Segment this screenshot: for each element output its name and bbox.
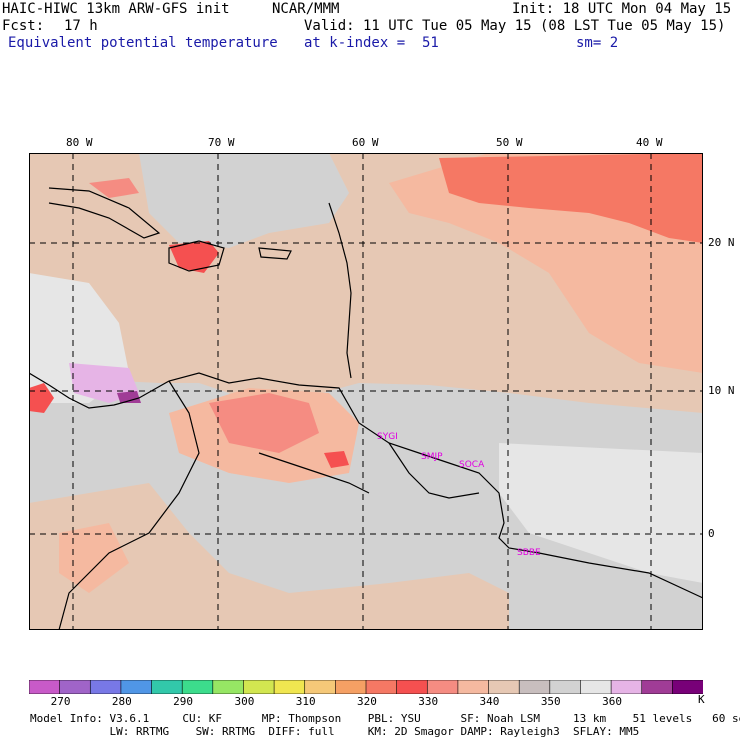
colorbar-swatch [59, 680, 92, 694]
colorbar-tick-label: 360 [602, 695, 622, 708]
colorbar-swatch [304, 680, 337, 694]
fcst-label: Fcst: [2, 18, 45, 34]
valid-time: Valid: 11 UTC Tue 05 May 15 (08 LST Tue … [304, 18, 726, 34]
init-time: Init: 18 UTC Mon 04 May 15 [512, 1, 732, 17]
theta-e-hispaniola-max [169, 241, 219, 273]
lon-label-70w: 70 W [208, 136, 235, 149]
lat-label-10n: 10 N [708, 384, 735, 397]
graticule [29, 153, 703, 630]
smooth-label: sm= 2 [576, 35, 619, 51]
lat-label-0: 0 [708, 527, 715, 540]
field-name: Equivalent potential temperature [8, 35, 278, 51]
colorbar-swatch [243, 680, 275, 694]
colorbar-swatch [365, 680, 398, 694]
colorbar-swatch [89, 680, 122, 694]
lon-label-60w: 60 W [352, 136, 379, 149]
center-label: NCAR/MMM [272, 1, 340, 17]
colorbar-tick-label: 300 [234, 695, 255, 708]
colorbar-swatch [396, 680, 429, 694]
level-label: at k-index = 51 [304, 35, 439, 51]
colorbar-swatch [457, 680, 490, 694]
colorbar-swatch [549, 680, 582, 694]
lon-label-80w: 80 W [66, 136, 93, 149]
theta-e-venezuela-core [209, 393, 319, 453]
colorbar-unit: K [698, 693, 705, 706]
coastlines [29, 187, 703, 630]
colorbar-tick-label: 330 [418, 695, 439, 708]
colorbar-swatch [641, 680, 674, 694]
colorbar-tick-label: 350 [540, 695, 561, 708]
theta-e-central-america-max [29, 383, 54, 413]
colorbar-tick-label: 310 [295, 695, 316, 708]
footer-physics-info: LW: RRTMG SW: RRTMG DIFF: full KM: 2D Sm… [30, 725, 640, 738]
colorbar-swatch [212, 680, 245, 694]
theta-e-350-region [139, 153, 349, 248]
theta-e-370-region [117, 391, 141, 405]
station-labels: SYGI SMJP SOCA SBBE [377, 432, 541, 558]
colorbar-swatch [273, 680, 306, 694]
map-frame [29, 153, 703, 630]
colorbar-swatch [488, 680, 520, 694]
colorbar-swatch [672, 680, 703, 694]
colorbar-tick-label: 340 [479, 695, 500, 708]
colorbar-swatch [151, 680, 183, 694]
theta-e-amazon-region [29, 483, 509, 630]
lon-label-50w: 50 W [496, 136, 523, 149]
theta-e-atlantic-region [499, 443, 703, 583]
colorbar-swatch [120, 680, 153, 694]
colorbar-tick-label: 290 [173, 695, 194, 708]
station-sygi: SYGI [377, 432, 398, 442]
fcst-value: 17 h [64, 18, 98, 34]
colorbar-tick-label: 280 [111, 695, 132, 708]
colorbar-swatch [580, 680, 612, 694]
theta-e-map: SYGI SMJP SOCA SBBE [29, 153, 703, 630]
colorbar-swatch [29, 680, 61, 694]
colorbar-swatch [518, 680, 551, 694]
theta-e-330-region [439, 153, 703, 243]
station-smjp: SMJP [421, 452, 443, 462]
colorbar-tick-label: 270 [50, 695, 71, 708]
footer-model-info: Model Info: V3.6.1 CU: KF MP: Thompson P… [30, 712, 740, 725]
theta-e-cuba-max [89, 178, 139, 198]
colorbar-swatch [610, 680, 643, 694]
lat-label-20n: 20 N [708, 236, 735, 249]
colorbar-tick-label: 320 [357, 695, 377, 708]
colorbar-swatch [335, 680, 367, 694]
lon-label-40w: 40 W [636, 136, 663, 149]
model-title: HAIC-HIWC 13km ARW-GFS init [2, 1, 230, 17]
colorbar [29, 680, 703, 694]
theta-e-colombia-region [59, 523, 129, 593]
theta-e-guyana-max [324, 451, 349, 468]
colorbar-swatch [426, 680, 459, 694]
station-sbbe: SBBE [517, 548, 541, 558]
station-soca: SOCA [459, 460, 485, 470]
colorbar-swatch [181, 680, 214, 694]
